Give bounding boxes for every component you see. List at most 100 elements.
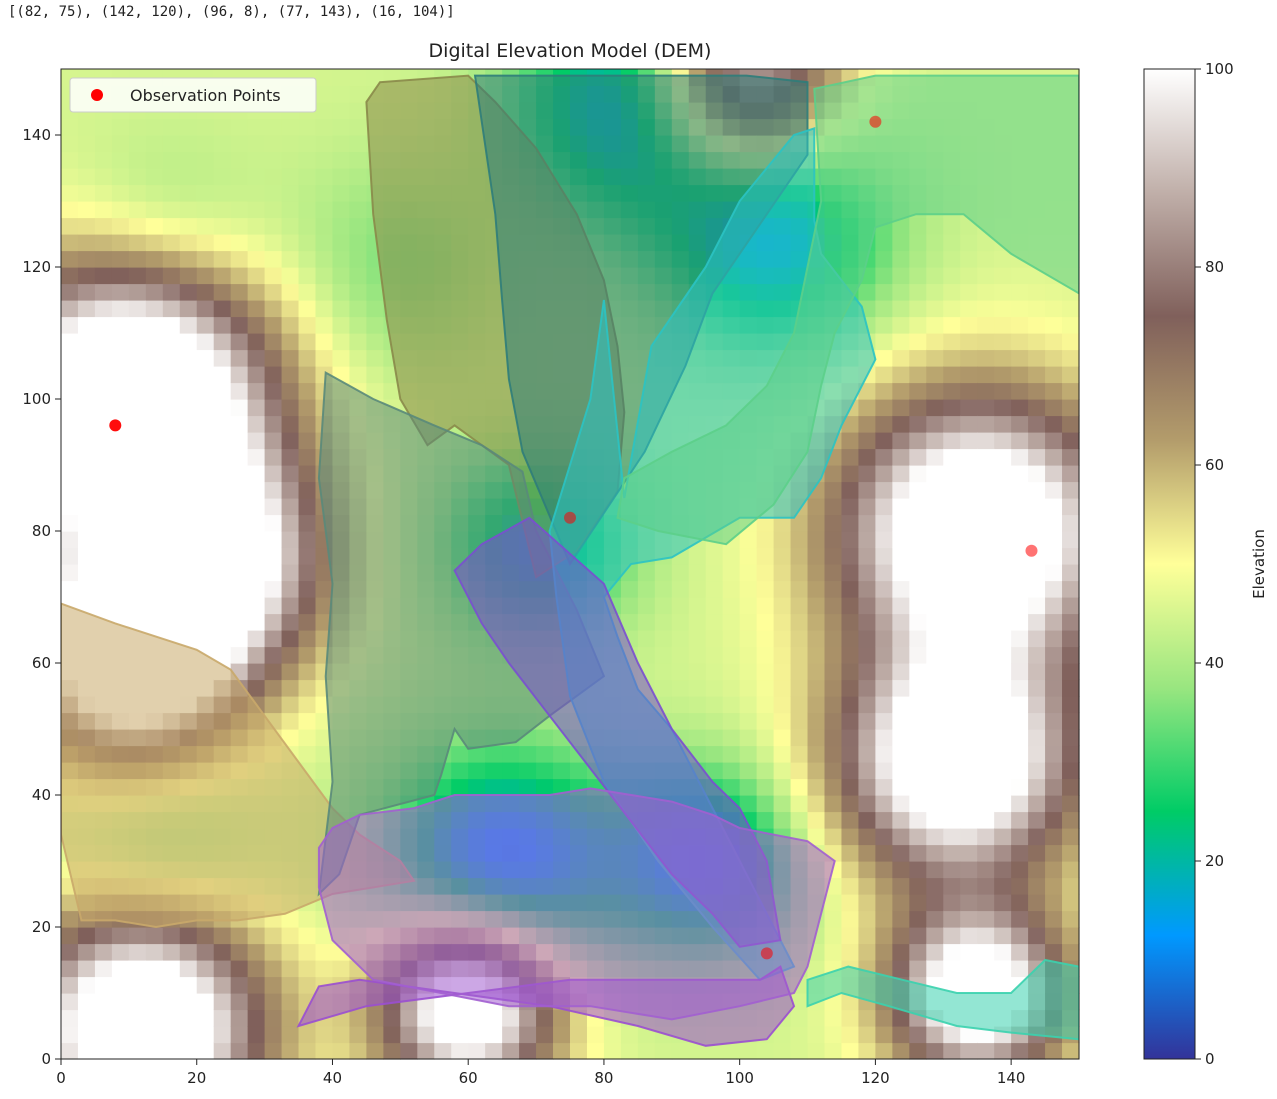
heatmap-cell [77,481,96,499]
heatmap-cell [366,333,384,351]
heatmap-cell [1062,399,1080,417]
heatmap-cell [281,564,300,582]
heatmap-cell [94,976,113,994]
heatmap-cell [994,877,1012,895]
heatmap-cell [1028,415,1046,433]
heatmap-cell [264,316,283,334]
heatmap-cell [960,910,978,928]
heatmap-cell [179,168,198,186]
heatmap-cell [315,597,334,615]
heatmap-cell [841,894,860,912]
heatmap-cell [688,646,707,664]
heatmap-cell [502,1026,520,1044]
heatmap-cell [858,531,876,549]
heatmap-cell [61,1009,79,1027]
heatmap-cell [892,811,910,829]
heatmap-cell [111,943,130,961]
heatmap-cell [1028,514,1046,532]
heatmap-cell [179,580,198,598]
heatmap-cell [298,366,317,384]
heatmap-cell [162,333,181,351]
heatmap-cell [502,745,520,763]
heatmap-cell [926,679,944,697]
heatmap-cell [977,828,995,846]
heatmap-cell [705,646,724,664]
heatmap-cell [977,498,995,516]
heatmap-cell [671,663,690,681]
heatmap-cell [247,333,266,351]
heatmap-cell [315,1042,334,1060]
heatmap-cell [230,564,249,582]
heatmap-cell [1062,729,1080,747]
heatmap-cell [247,1042,266,1060]
heatmap-cell [926,217,944,235]
heatmap-cell [1045,564,1063,582]
heatmap-cell [264,547,283,565]
heatmap-cell [841,630,860,648]
heatmap-cell [298,663,317,681]
heatmap-cell [145,217,164,235]
heatmap-cell [298,960,317,978]
heatmap-cell [281,432,300,450]
heatmap-cell [264,184,283,202]
heatmap-cell [739,564,758,582]
heatmap-cell [1045,481,1063,499]
heatmap-cell [383,1042,401,1060]
heatmap-cell [620,597,639,615]
heatmap-cell [1028,861,1046,879]
heatmap-cell [943,547,961,565]
heatmap-cell [926,547,944,565]
heatmap-cell [1011,399,1029,417]
heatmap-cell [315,580,334,598]
heatmap-cell [858,696,876,714]
heatmap-cell [162,547,181,565]
heatmap-cell [892,415,910,433]
heatmap-cell [145,960,164,978]
heatmap-cell [875,234,893,252]
heatmap-cell [1045,597,1063,615]
heatmap-cell [332,234,351,252]
heatmap-cell [264,613,283,631]
heatmap-cell [179,1026,198,1044]
heatmap-cell [773,646,792,664]
heatmap-cell [1011,316,1029,334]
heatmap-cell [875,498,893,516]
heatmap-cell [145,168,164,186]
heatmap-cell [145,514,164,532]
heatmap-cell [213,382,232,400]
heatmap-cell [858,778,876,796]
heatmap-cell [61,547,79,565]
heatmap-cell [128,514,147,532]
heatmap-cell [875,795,893,813]
heatmap-cell [739,1042,758,1060]
heatmap-cell [77,1042,96,1060]
heatmap-cell [892,366,910,384]
heatmap-cell [298,316,317,334]
heatmap-cell [298,415,317,433]
heatmap-cell [603,1042,622,1060]
heatmap-cell [858,1042,876,1060]
heatmap-cell [281,679,300,697]
heatmap-cell [858,646,876,664]
heatmap-cell [841,531,860,549]
heatmap-cell [111,151,130,169]
heatmap-cell [858,943,876,961]
heatmap-cell [909,960,927,978]
heatmap-cell [128,184,147,202]
heatmap-cell [943,762,961,780]
heatmap-cell [875,943,893,961]
heatmap-cell [94,316,113,334]
heatmap-cell [943,976,961,994]
heatmap-cell [926,283,944,301]
heatmap-cell [281,663,300,681]
heatmap-cell [875,1009,893,1027]
heatmap-cell [77,498,96,516]
heatmap-cell [264,646,283,664]
heatmap-cell [960,679,978,697]
heatmap-cell [1062,712,1080,730]
heatmap-cell [977,382,995,400]
heatmap-cell [298,696,317,714]
heatmap-cell [94,960,113,978]
heatmap-cell [145,564,164,582]
heatmap-cell [909,696,927,714]
